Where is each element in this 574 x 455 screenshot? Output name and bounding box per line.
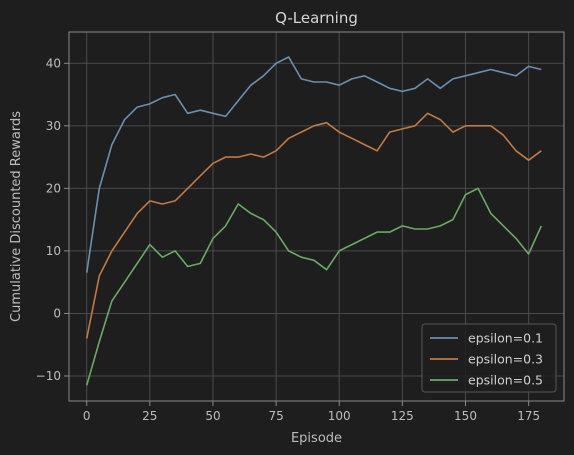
y-tick-label: 20 xyxy=(46,181,61,195)
legend-label: epsilon=0.3 xyxy=(468,352,543,367)
y-axis-label: Cumulative Discounted Rewards xyxy=(9,111,24,322)
legend: epsilon=0.1 epsilon=0.3 epsilon=0.5 xyxy=(421,323,557,393)
x-axis-label: Episode xyxy=(291,431,342,446)
series-line-1 xyxy=(85,56,542,273)
legend-label: epsilon=0.1 xyxy=(468,331,543,346)
x-tick-label: 175 xyxy=(517,409,540,423)
series-lines xyxy=(85,56,543,386)
y-tick-label: 10 xyxy=(46,244,61,258)
y-tick-label: 30 xyxy=(46,119,61,133)
x-tick-label: 150 xyxy=(454,409,477,423)
legend-box xyxy=(421,323,557,393)
x-tick-label: 0 xyxy=(83,409,91,423)
legend-label: epsilon=0.5 xyxy=(468,373,543,388)
grid-lines xyxy=(69,32,564,401)
y-tick-label: 40 xyxy=(46,56,61,70)
x-tick-label: 125 xyxy=(391,409,414,423)
x-tick-label: 50 xyxy=(205,409,220,423)
y-tick-label: 0 xyxy=(53,306,61,320)
x-tick-label: 25 xyxy=(142,409,157,423)
series-line-3 xyxy=(85,187,543,386)
plot-frame xyxy=(68,31,565,402)
x-tick-label: 100 xyxy=(328,409,351,423)
series-line-2 xyxy=(85,112,542,339)
chart-title: Q-Learning xyxy=(275,9,358,27)
axis-ticks: 0 25 50 75 100 125 150 175 −10 0 10 20 30 40 xyxy=(36,56,540,423)
y-tick-label: −10 xyxy=(36,369,61,383)
x-tick-label: 75 xyxy=(268,409,283,423)
